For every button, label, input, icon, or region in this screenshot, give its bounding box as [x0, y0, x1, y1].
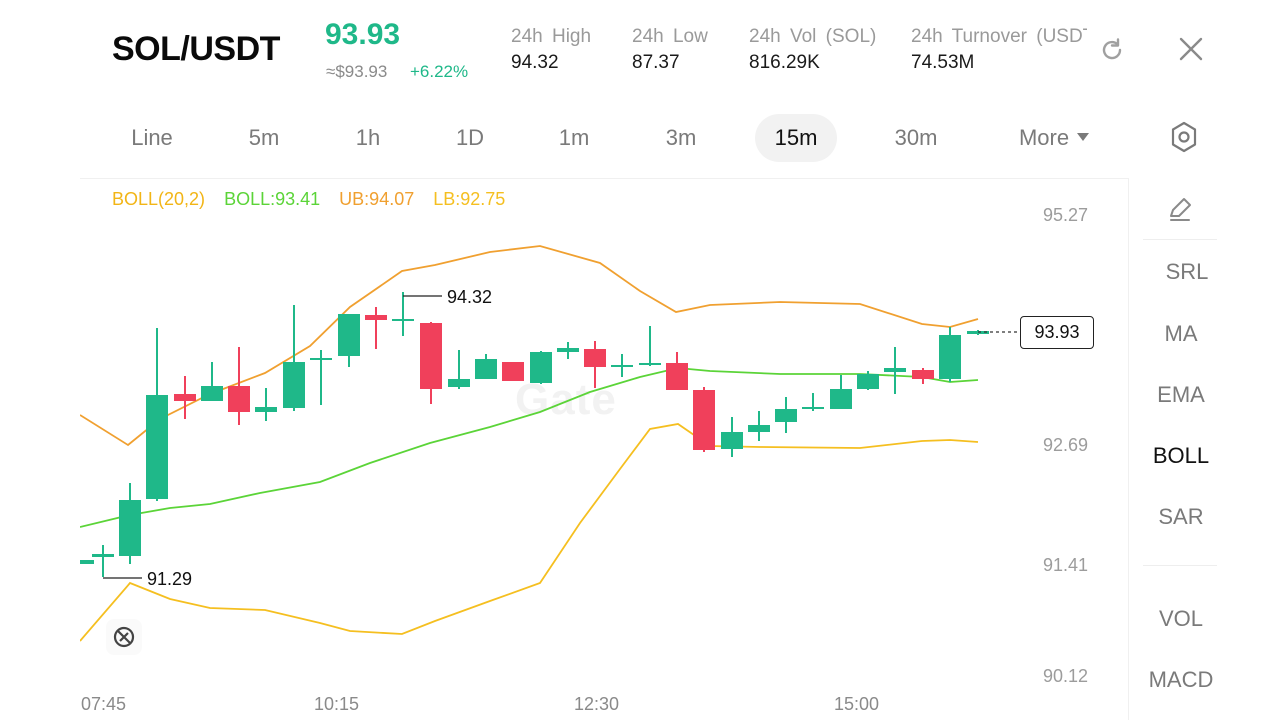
current-price-tag: 93.93	[1020, 316, 1094, 349]
stat-24h-high: 24h High 94.32	[511, 26, 591, 74]
legend-boll-ub: UB:94.07	[339, 189, 415, 209]
tab-1d[interactable]: 1D	[455, 125, 485, 150]
price-change-percent: +6.22%	[410, 62, 469, 81]
time-tick: 10:15	[314, 694, 360, 714]
candle-body	[92, 554, 114, 557]
divider	[1143, 565, 1217, 566]
candle-body	[255, 407, 277, 412]
candle-body	[912, 370, 934, 379]
candle-body	[530, 352, 552, 383]
candle-body	[748, 425, 770, 432]
chart-mode-toggle[interactable]	[106, 619, 142, 655]
stat-value: 87.37	[632, 52, 680, 73]
legend-boll-params: BOLL(20,2)	[112, 189, 206, 209]
candle-body	[448, 379, 470, 387]
caret-down-icon	[1077, 133, 1090, 142]
tab-30m[interactable]: 30m	[894, 125, 938, 150]
candle-body	[146, 395, 168, 499]
indicator-ma[interactable]: MA	[1164, 321, 1198, 346]
stat-24h-vol: 24h Vol (SOL) 816.29K	[749, 26, 876, 74]
candle-body	[693, 390, 715, 450]
globe-icon	[113, 626, 135, 648]
candle-body	[775, 409, 797, 422]
stat-value: 94.32	[511, 52, 559, 73]
candle-body	[228, 386, 250, 412]
candle-body	[475, 359, 497, 379]
candle-body	[283, 362, 305, 408]
candle-body	[802, 407, 824, 409]
pair-title: SOL/USDT	[112, 30, 280, 68]
legend-boll-lb: LB:92.75	[433, 189, 506, 209]
indicator-side-menu: SRL MA EMA BOLL SAR VOL MACD	[1128, 178, 1232, 720]
candle-body	[392, 319, 414, 321]
candle-body	[310, 358, 332, 360]
current-price-value: 93.93	[1034, 322, 1080, 342]
indicator-boll[interactable]: BOLL	[1152, 443, 1210, 468]
candle-body	[639, 363, 661, 365]
tab-3m[interactable]: 3m	[665, 125, 697, 150]
price-tick: 90.12	[1043, 666, 1089, 686]
indicator-ema[interactable]: EMA	[1157, 382, 1205, 407]
stat-value: 74.53M	[911, 52, 975, 73]
more-label: More	[1018, 125, 1070, 150]
time-tick: 15:00	[834, 694, 880, 714]
stat-label: 24h Low	[632, 26, 708, 47]
close-icon[interactable]	[1176, 34, 1206, 64]
tab-15m[interactable]: 15m	[755, 114, 837, 162]
price-tick: 92.69	[1043, 435, 1089, 455]
refresh-icon[interactable]	[1098, 36, 1126, 64]
candle-body	[201, 386, 223, 401]
candle-body	[584, 349, 606, 367]
tab-1m[interactable]: 1m	[558, 125, 590, 150]
stat-24h-low: 24h Low 87.37	[632, 26, 708, 74]
kline-chart-svg: 94.32 91.29	[80, 245, 1020, 642]
candle-body	[80, 560, 94, 564]
low-marker-label: 91.29	[147, 569, 192, 589]
watermark: Gate	[515, 375, 617, 424]
tab-1h[interactable]: 1h	[355, 125, 381, 150]
time-tick: 12:30	[574, 694, 620, 714]
time-tick: 07:45	[81, 694, 127, 714]
candle-body	[857, 374, 879, 389]
usd-approx-price: ≈$93.93	[326, 62, 388, 81]
candle-body	[557, 348, 579, 352]
tab-5m[interactable]: 5m	[248, 125, 280, 150]
candle-body	[884, 368, 906, 372]
candle-body	[338, 314, 360, 356]
tab-line[interactable]: Line	[131, 125, 173, 150]
timeframe-toolbar: Line 5m 1h 1D 1m 3m 15m 30m More	[0, 110, 1280, 166]
more-dropdown[interactable]: More	[1002, 114, 1106, 162]
candle-body	[365, 315, 387, 320]
legend-boll-mid: BOLL:93.41	[224, 189, 321, 209]
high-marker-label: 94.32	[447, 287, 492, 307]
candle-body	[939, 335, 961, 379]
lower-band-line	[80, 423, 979, 642]
candle-body	[502, 362, 524, 381]
kline-chart[interactable]: Gate 94.32 91.29 BOLL(20,2) BOLL:93.41 UB…	[80, 178, 1128, 720]
candle-body	[666, 363, 688, 390]
stat-label: 24h Turnover (USDT)	[911, 26, 1087, 47]
price-tick: 95.27	[1043, 205, 1089, 225]
draw-pen-icon[interactable]	[1167, 196, 1193, 222]
settings-hexagon-icon[interactable]	[1168, 120, 1200, 154]
divider	[1143, 239, 1217, 240]
indicator-srl[interactable]: SRL	[1165, 259, 1209, 284]
indicator-sar[interactable]: SAR	[1158, 504, 1204, 529]
last-price: 93.93	[325, 18, 401, 51]
candle-body	[830, 389, 852, 409]
stat-label: 24h Vol (SOL)	[749, 26, 877, 47]
candle-body	[611, 365, 633, 367]
market-header: SOL/USDT 93.93 ≈$93.93 +6.22% 24h High 9…	[0, 0, 1280, 100]
candle-body	[420, 323, 442, 389]
indicator-vol[interactable]: VOL	[1158, 606, 1204, 631]
boll-legend: BOLL(20,2) BOLL:93.41 UB:94.07 LB:92.75	[112, 189, 519, 210]
stat-label: 24h High	[511, 26, 592, 47]
candle-body	[174, 394, 196, 401]
candle-body	[119, 500, 141, 556]
indicator-macd[interactable]: MACD	[1148, 667, 1214, 692]
price-tick: 91.41	[1043, 555, 1089, 575]
stat-value: 816.29K	[749, 52, 820, 73]
stat-24h-turnover: 24h Turnover (USDT) 74.53M	[911, 26, 1087, 74]
candle-body	[721, 432, 743, 449]
